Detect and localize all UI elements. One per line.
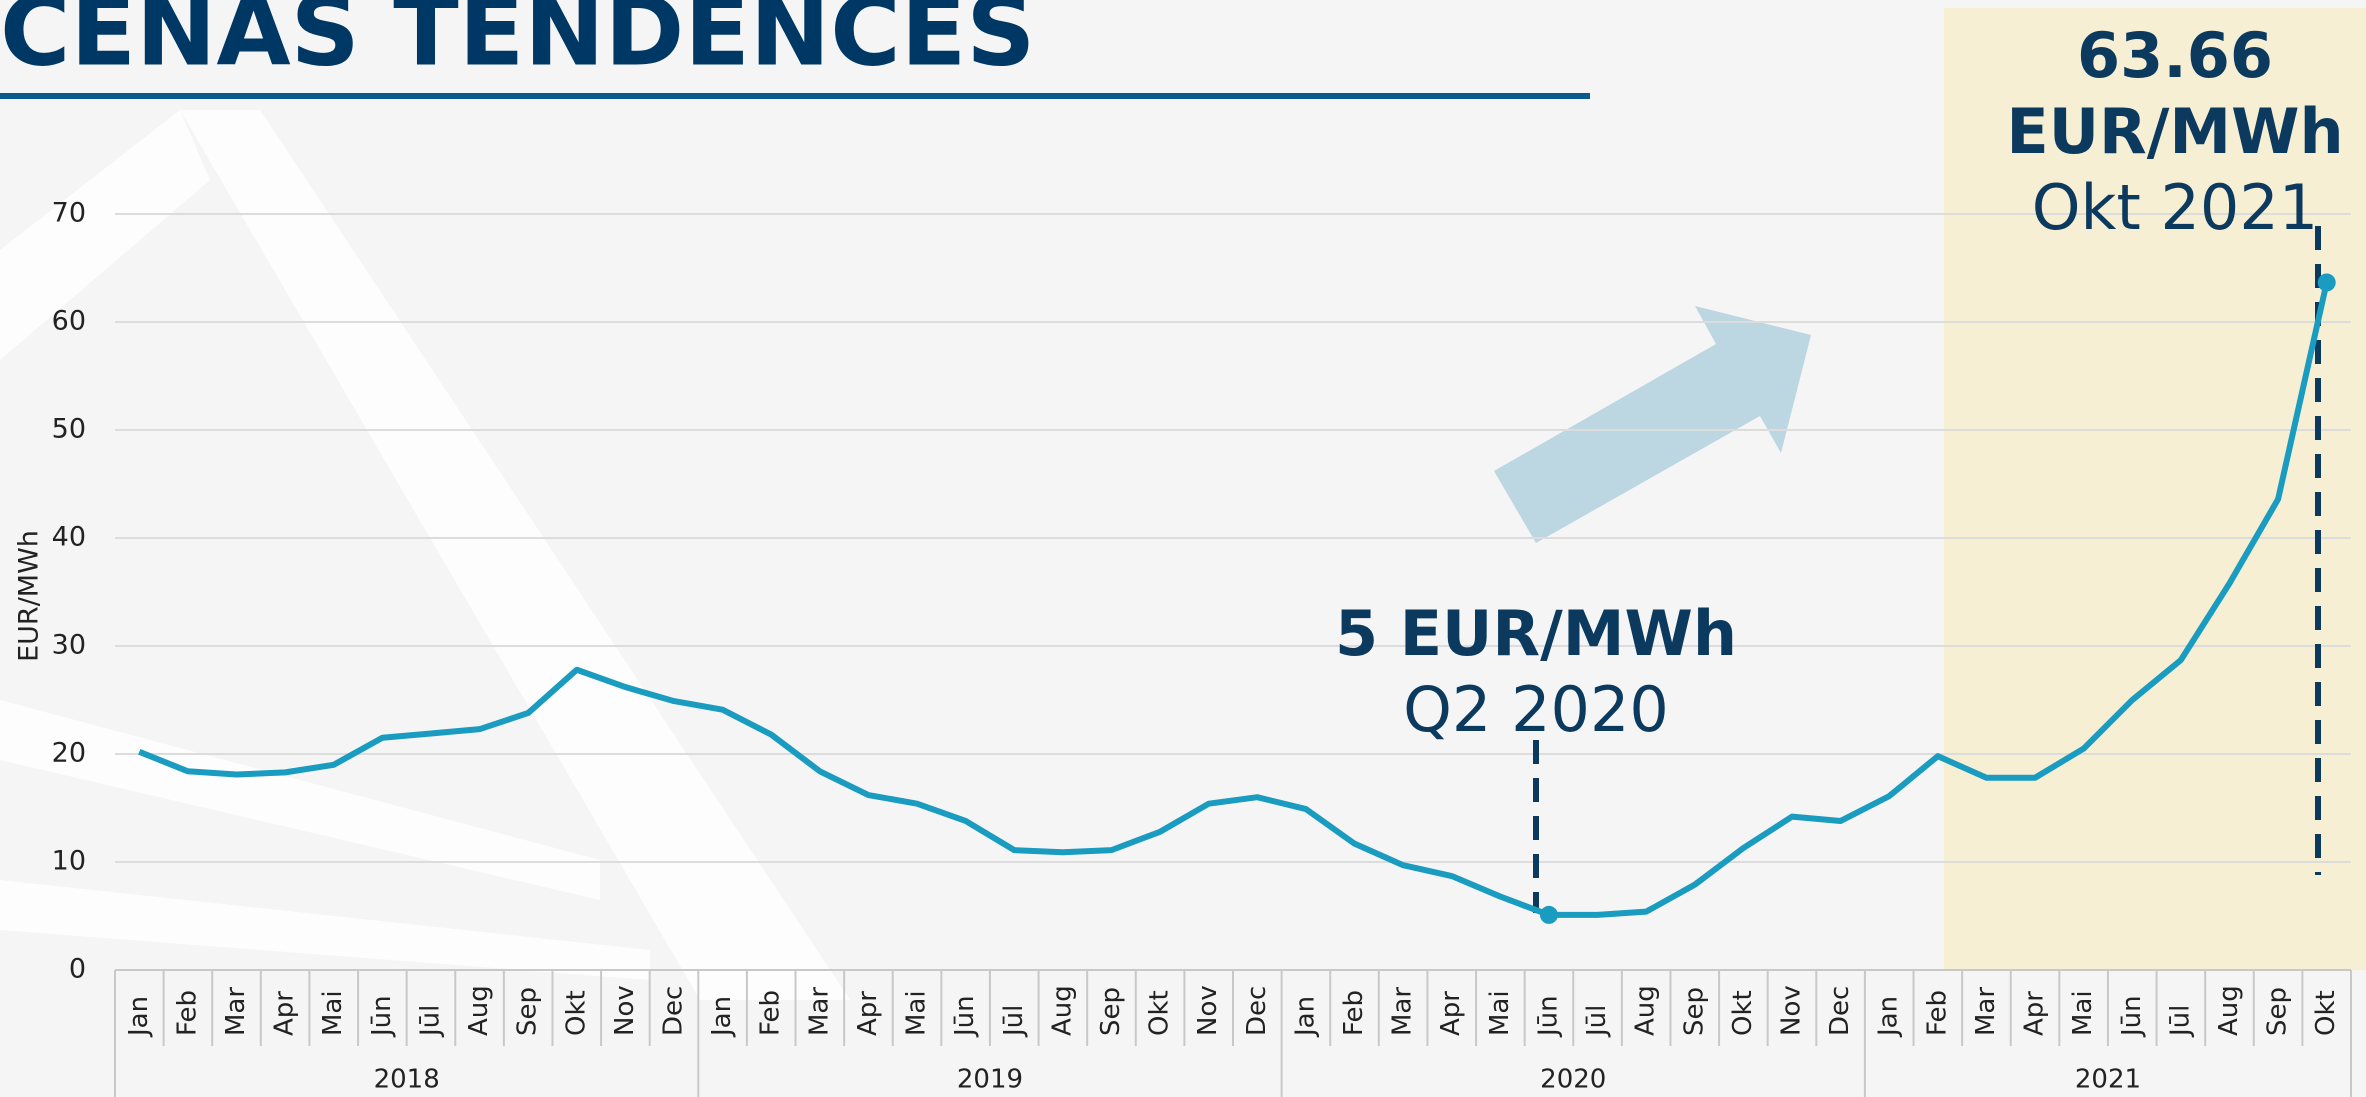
x-tick-label: Mar: [221, 987, 251, 1036]
annotation-period: Okt 2021: [2032, 171, 2319, 244]
x-tick-label: Okt: [2311, 990, 2341, 1036]
marker-dot: [2317, 273, 2336, 292]
group-label: 2019: [957, 1065, 1023, 1095]
x-tick-label: Feb: [1339, 990, 1369, 1036]
y-tick-label: 20: [52, 738, 86, 769]
x-tick-label: Mai: [902, 990, 932, 1036]
group-label: 2021: [2075, 1065, 2141, 1095]
x-tick-label: Dec: [659, 986, 689, 1036]
annotation-period: Q2 2020: [1403, 673, 1669, 746]
annotation-value: EUR/MWh: [2006, 95, 2343, 168]
x-tick-label: Sep: [2263, 987, 2293, 1036]
x-tick-label: Nov: [1193, 985, 1223, 1036]
group-label: 2020: [1540, 1065, 1606, 1095]
title-underline: [0, 93, 1590, 99]
x-tick-label: Jan: [1290, 996, 1320, 1038]
y-axis-label: EUR/MWh: [14, 530, 45, 662]
x-axis: Jan Feb Mar Apr Mai Jūn Jūl Aug Sep Okt Nov Dec 2018…: [114, 969, 2352, 1097]
x-tick-label: Apr: [2020, 991, 2050, 1036]
marker-dot: [1539, 905, 1558, 924]
x-tick-label: Jūl: [999, 1005, 1029, 1038]
x-tick-label: Apr: [270, 991, 300, 1036]
decor-shape: [0, 880, 650, 980]
x-tick-label: Apr: [853, 991, 883, 1036]
annotation-value: 63.66: [2077, 19, 2273, 92]
x-tick-label: Okt: [561, 990, 591, 1036]
x-tick-label: Nov: [610, 985, 640, 1036]
x-tick-label: Nov: [1777, 985, 1807, 1036]
x-tick-label: Sep: [513, 987, 543, 1036]
x-tick-label: Okt: [1145, 990, 1175, 1036]
plot: [138, 281, 2330, 918]
y-tick-label: 40: [52, 522, 86, 553]
x-tick-label: Feb: [1922, 990, 1952, 1036]
x-tick-label: Jūn: [2117, 995, 2147, 1038]
y-tick-label: 0: [69, 954, 86, 985]
x-tick-label: Mai: [2068, 990, 2098, 1036]
x-tick-label: Aug: [2214, 985, 2244, 1036]
x-tick-label: Dec: [1825, 986, 1855, 1036]
decor-shape: [0, 700, 600, 900]
x-tick-label: Feb: [756, 990, 786, 1036]
decor-shape: [180, 110, 850, 1000]
x-tick-label: Dec: [1242, 986, 1272, 1036]
x-tick-label: Jūn: [367, 995, 397, 1038]
y-tick-label: 50: [52, 414, 86, 445]
x-tick-label: Mai: [318, 990, 348, 1036]
x-tick-label: Jūn: [1533, 995, 1563, 1038]
x-tick-label: Aug: [1631, 985, 1661, 1036]
x-tick-label: Aug: [1047, 985, 1077, 1036]
series-line: [138, 281, 2330, 918]
y-tick-label: 30: [52, 630, 86, 661]
x-tick-label: Jan: [1874, 996, 1904, 1038]
decor: [0, 110, 850, 1000]
x-tick-label: Apr: [1436, 991, 1466, 1036]
highlight-region: [1944, 8, 2366, 970]
x-tick-label: Mar: [1388, 987, 1418, 1036]
x-tick-label: Mar: [1971, 987, 2001, 1036]
trend-arrow: [1494, 306, 1811, 543]
x-tick-label: Mar: [804, 987, 834, 1036]
x-tick-label: Okt: [1728, 990, 1758, 1036]
x-tick-label: Jan: [707, 996, 737, 1038]
x-tick-label: Feb: [172, 990, 202, 1036]
x-tick-label: Jūl: [2165, 1005, 2195, 1038]
x-tick-label: Jan: [124, 996, 154, 1038]
x-tick-label: Aug: [464, 985, 494, 1036]
x-tick-label: Jūn: [950, 995, 980, 1038]
x-tick-label: Mai: [1485, 990, 1515, 1036]
y-tick-label: 70: [52, 198, 86, 229]
chart-title: CENAS TENDENCES: [0, 0, 1035, 87]
y-tick-label: 60: [52, 306, 86, 337]
annotation-value: 5 EUR/MWh: [1335, 597, 1737, 670]
x-tick-label: Sep: [1679, 987, 1709, 1036]
y-tick-label: 10: [52, 846, 86, 877]
decor-shape: [0, 110, 210, 360]
group-label: 2018: [374, 1065, 440, 1095]
x-tick-label: Jūl: [1582, 1005, 1612, 1038]
x-tick-label: Sep: [1096, 987, 1126, 1036]
x-tick-label: Jūl: [415, 1005, 445, 1038]
